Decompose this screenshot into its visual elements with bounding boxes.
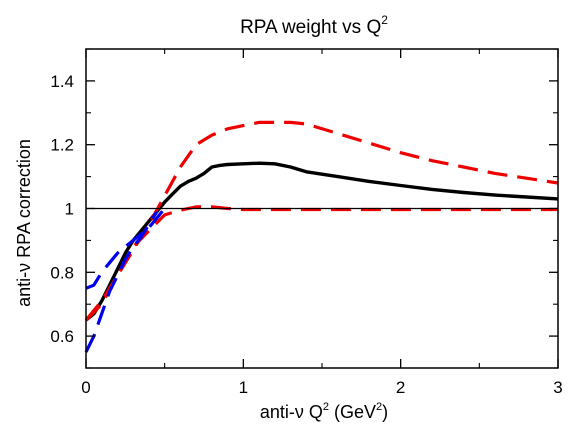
chart-title-sup: 2 (381, 13, 388, 27)
x-axis-label-unit-pre: (GeV (329, 402, 376, 422)
x-tick-label: 3 (553, 378, 562, 397)
x-axis-label-unit-sup: 2 (376, 401, 382, 413)
series-line-1 (84, 161, 559, 322)
series-layer (84, 120, 559, 353)
series-line-5 (84, 210, 159, 353)
y-tick-label: 1.2 (50, 136, 74, 155)
x-axis-label-sup: 2 (323, 401, 329, 413)
chart-title: RPA weight vs Q2 (240, 13, 388, 38)
y-tick-label: 0.8 (50, 263, 74, 282)
chart-title-text: RPA weight vs Q (240, 17, 381, 38)
x-tick-label: 2 (396, 378, 405, 397)
plot-area: 0 1 2 3 0.6 0.8 1 1.2 1.4 (50, 48, 563, 397)
y-tick-label: 1 (65, 200, 74, 219)
y-tick-label: 1.4 (50, 72, 74, 91)
x-axis-label-text: anti-ν Q (260, 402, 323, 422)
x-tick-label: 0 (81, 378, 90, 397)
x-tick-label: 1 (239, 378, 248, 397)
series-line-3 (84, 205, 558, 322)
x-axis-label: anti-ν Q2 (GeV2) (260, 401, 388, 422)
y-tick-label: 0.6 (50, 327, 74, 346)
series-line-4 (85, 207, 166, 290)
y-axis-label: anti-ν RPA correction (14, 139, 34, 307)
x-axis-label-unit-post: ) (382, 402, 388, 422)
ticks-layer: 0 1 2 3 0.6 0.8 1 1.2 1.4 (50, 48, 563, 397)
